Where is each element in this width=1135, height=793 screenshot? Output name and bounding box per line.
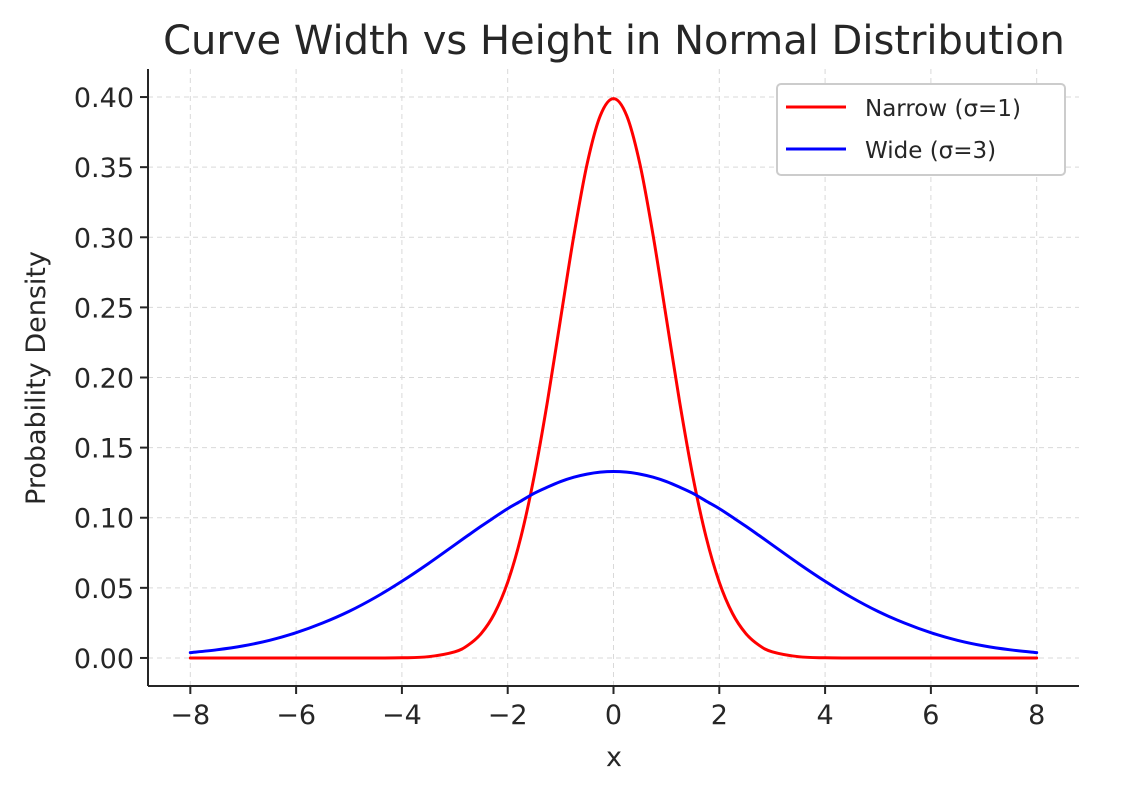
x-tick-label: 0 <box>605 700 622 731</box>
y-tick-label: 0.40 <box>74 83 134 114</box>
x-tick-label: −8 <box>170 700 210 731</box>
grid <box>148 69 1079 686</box>
y-tick-label: 0.30 <box>74 223 134 254</box>
x-tick-label: −6 <box>276 700 316 731</box>
x-tick-label: −2 <box>488 700 528 731</box>
legend-label-narrow: Narrow (σ=1) <box>865 96 1021 122</box>
legend-box <box>776 83 1066 176</box>
series-line-narrow <box>188 97 1039 660</box>
y-tick-label: 0.35 <box>74 153 134 184</box>
x-tick-label: −4 <box>382 700 422 731</box>
legend: Narrow (σ=1) Wide (σ=3) <box>776 83 1066 176</box>
x-ticks: −8 −6 −4 −2 0 2 4 6 8 <box>170 686 1045 731</box>
x-axis-label: x <box>606 742 622 773</box>
x-tick-label: 8 <box>1028 700 1045 731</box>
x-tick-label: 2 <box>711 700 728 731</box>
y-tick-label: 0.00 <box>74 644 134 675</box>
chart-title: Curve Width vs Height in Normal Distribu… <box>163 18 1065 64</box>
legend-label-wide: Wide (σ=3) <box>865 138 996 164</box>
y-tick-label: 0.25 <box>74 293 134 324</box>
series-layer <box>188 97 1039 660</box>
y-tick-label: 0.10 <box>74 504 134 535</box>
y-ticks: 0.00 0.05 0.10 0.15 0.20 0.25 0.30 0.35 0.40 <box>74 83 148 675</box>
y-tick-label: 0.05 <box>74 574 134 605</box>
y-tick-label: 0.15 <box>74 434 134 465</box>
x-tick-label: 4 <box>816 700 833 731</box>
y-tick-label: 0.20 <box>74 364 134 395</box>
series-line-wide <box>188 469 1039 655</box>
x-tick-label: 6 <box>922 700 939 731</box>
y-axis-label: Probability Density <box>21 251 52 505</box>
